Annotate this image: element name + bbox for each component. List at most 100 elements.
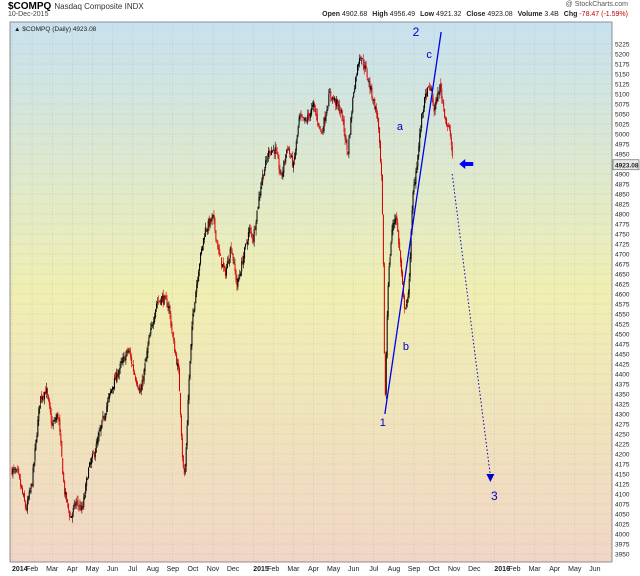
candle-body: [300, 115, 302, 116]
candle: [67, 498, 69, 508]
candle-body: [71, 513, 73, 518]
candle: [258, 191, 260, 209]
candle: [286, 148, 288, 159]
candle-body: [18, 468, 20, 474]
candle-body: [167, 306, 169, 308]
candle-body: [362, 59, 364, 67]
candle: [101, 419, 103, 430]
candle-body: [302, 116, 304, 118]
candle-body: [28, 491, 30, 500]
candle-body: [295, 141, 297, 151]
candle-body: [377, 113, 379, 120]
candle-body: [237, 279, 239, 288]
candle: [184, 463, 186, 475]
candle-body: [169, 305, 171, 315]
candle: [185, 443, 187, 472]
candle-body: [68, 511, 70, 517]
stockcharts-logo[interactable]: @ StockCharts.com: [565, 1, 628, 8]
y-tick-label: 4100: [615, 491, 630, 498]
candle-body: [278, 158, 280, 170]
candle: [374, 97, 376, 110]
candle: [297, 124, 299, 137]
candle-body: [121, 361, 123, 363]
candle: [108, 392, 110, 403]
y-tick-label: 4975: [615, 141, 630, 148]
candle-body: [112, 386, 114, 390]
candle: [103, 415, 105, 423]
candle-body: [210, 219, 212, 222]
candle: [138, 384, 140, 394]
x-tick-label: 2015: [253, 566, 269, 573]
candle-body: [433, 107, 435, 112]
candle-body: [126, 350, 128, 354]
y-tick-label: 5050: [615, 111, 630, 118]
candle: [345, 135, 347, 144]
candle: [357, 64, 359, 77]
candle: [264, 166, 266, 176]
candle-body: [379, 127, 381, 143]
candle-body: [109, 393, 111, 399]
candle-body: [74, 503, 76, 507]
candle: [18, 466, 20, 476]
candle: [246, 239, 247, 245]
candle: [236, 274, 238, 291]
candle: [332, 96, 334, 104]
candle: [445, 115, 447, 124]
candle: [99, 424, 101, 432]
candle-body: [44, 392, 46, 400]
candle-body: [396, 215, 398, 222]
candle-body: [128, 350, 130, 353]
candle-body: [391, 229, 393, 242]
candle-body: [365, 65, 367, 69]
candle: [69, 511, 71, 518]
candle-body: [136, 382, 138, 387]
candle: [288, 146, 290, 151]
candle-body: [289, 148, 291, 154]
candle-body: [412, 191, 414, 211]
y-tick-label: 4650: [615, 271, 630, 278]
candle-body: [254, 228, 256, 230]
candle-body: [35, 439, 37, 450]
candle: [314, 104, 316, 117]
candle-body: [159, 299, 161, 304]
candle-body: [203, 237, 205, 240]
candle-body: [407, 292, 409, 298]
candle: [319, 125, 321, 132]
candle: [231, 248, 233, 255]
candle-body: [174, 340, 176, 353]
candle-body: [378, 117, 380, 130]
candle: [333, 95, 335, 102]
candle-body: [326, 109, 328, 114]
candle-body: [280, 172, 282, 173]
candle: [400, 249, 402, 267]
quote-value-high: 4956.49: [387, 11, 416, 18]
candle: [65, 488, 67, 500]
candle-body: [172, 332, 174, 337]
y-tick-label: 5150: [615, 71, 630, 78]
candle-body: [111, 389, 113, 393]
quote-value-open: 4902.68: [340, 11, 368, 18]
candle-body: [198, 271, 200, 282]
candle: [98, 427, 100, 442]
candle: [23, 490, 25, 503]
candle-body: [429, 86, 431, 91]
candle-body: [148, 338, 150, 345]
y-tick-label: 4450: [615, 351, 630, 358]
wave-label-2: 2: [413, 25, 420, 39]
candle-body: [333, 97, 335, 100]
candle: [135, 377, 137, 387]
candle-body: [287, 147, 289, 151]
candle: [365, 60, 367, 70]
candle-body: [338, 104, 340, 113]
candle: [181, 433, 183, 462]
candle-body: [360, 59, 362, 61]
candle-body: [370, 86, 372, 90]
candle-body: [107, 400, 109, 407]
candle: [149, 332, 151, 338]
candle: [254, 226, 256, 231]
candle-body: [350, 117, 352, 135]
candle: [180, 413, 182, 441]
quote-summary: Open 4902.68 High 4956.49 Low 4921.32 Close…: [317, 11, 628, 18]
candle: [244, 246, 246, 263]
candle: [121, 357, 123, 365]
